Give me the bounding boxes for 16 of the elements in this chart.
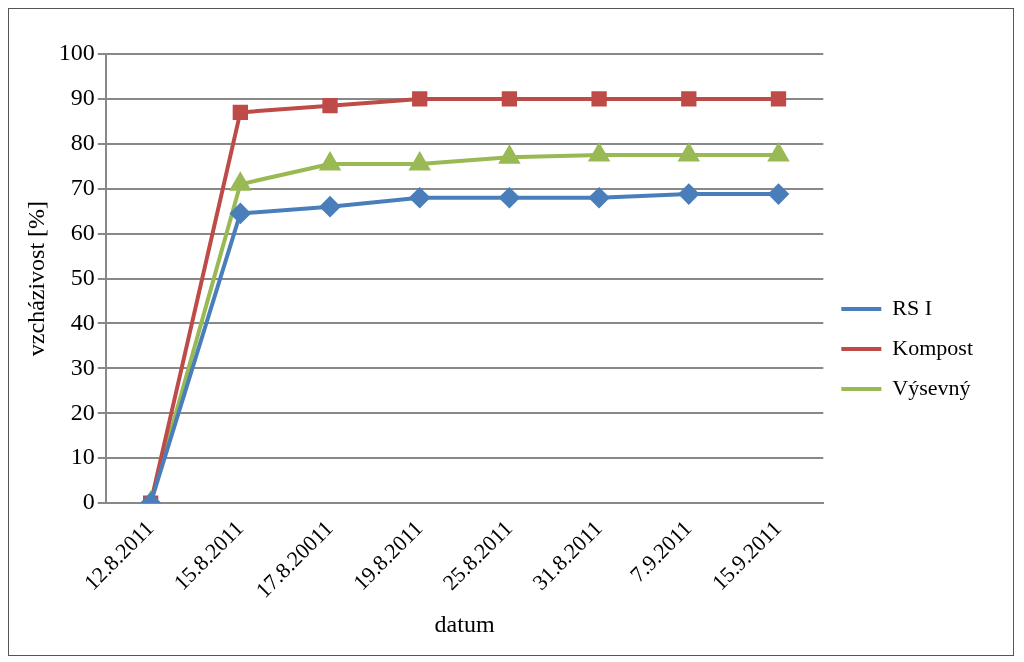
y-axis-title: vzcházivost [%] (22, 200, 49, 357)
y-tick-label: 30 (70, 353, 95, 380)
y-tick-label: 50 (70, 263, 95, 290)
legend-label: RS I (892, 294, 933, 320)
legend-label: Výsevný (892, 374, 971, 400)
y-tick-label: 90 (70, 84, 95, 111)
y-tick-label: 100 (58, 39, 95, 66)
y-tick-label: 70 (70, 174, 95, 201)
y-tick-label: 10 (70, 443, 95, 470)
y-tick-label: 20 (70, 398, 95, 425)
y-tick-label: 80 (70, 129, 95, 156)
x-axis-title: datum (434, 610, 495, 637)
y-tick-label: 0 (82, 488, 95, 515)
y-tick-label: 40 (70, 308, 95, 335)
y-tick-label: 60 (70, 218, 95, 245)
legend-label: Kompost (892, 334, 974, 360)
